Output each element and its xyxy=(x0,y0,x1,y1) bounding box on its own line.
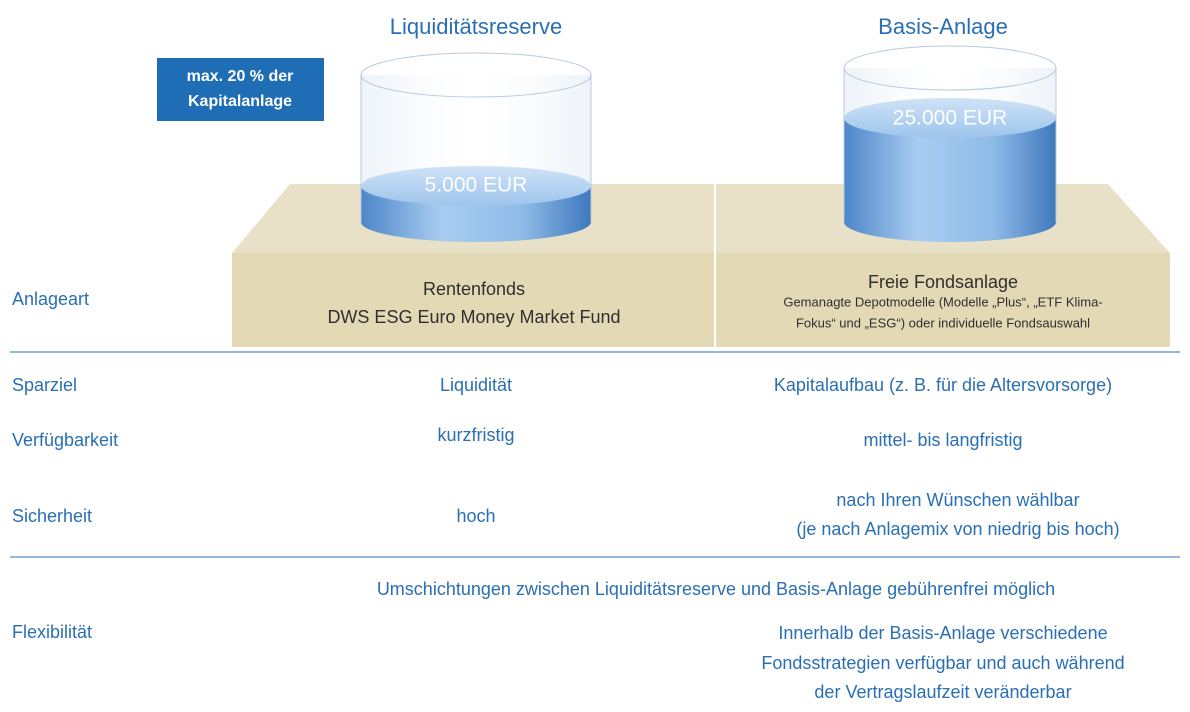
cell-text: Kapitalaufbau (z. B. für die Altersvorso… xyxy=(774,375,1112,395)
row-label: Anlageart xyxy=(12,289,89,309)
amount: 5.000 EUR xyxy=(425,174,528,197)
badge xyxy=(157,58,324,121)
cell-text: hoch xyxy=(456,506,495,526)
cell-text: Rentenfonds xyxy=(423,279,525,299)
cell-text: Umschichtungen zwischen Liquiditätsreser… xyxy=(377,579,1055,599)
column-title: Basis-Anlage xyxy=(878,14,1008,39)
cell-detail: Gemanagte Depotmodelle (Modelle „Plus“, … xyxy=(783,294,1102,309)
badge-text: max. 20 % der xyxy=(187,68,294,85)
cell-text: Liquidität xyxy=(440,375,512,395)
cell-text: nach Ihren Wünschen wählbar xyxy=(836,490,1079,510)
cylinder-right xyxy=(843,45,1057,242)
cylinder-left xyxy=(360,52,592,242)
cell-text: mittel- bis langfristig xyxy=(863,430,1022,450)
cell-detail: Fokus“ und „ESG“) oder individuelle Fond… xyxy=(796,315,1090,330)
amount: 25.000 EUR xyxy=(893,107,1007,130)
badge-text: Kapitalanlage xyxy=(188,93,292,110)
cell-title: Freie Fondsanlage xyxy=(868,272,1018,292)
row-label: Sicherheit xyxy=(12,506,92,526)
cell-text: Fondsstrategien verfügbar und auch währe… xyxy=(761,653,1124,673)
row-label: Flexibilität xyxy=(12,622,92,642)
column-title: Liquiditätsreserve xyxy=(390,14,562,39)
row-label: Sparziel xyxy=(12,375,77,395)
cell-text: der Vertragslaufzeit veränderbar xyxy=(814,682,1071,702)
cell-text: Innerhalb der Basis-Anlage verschiedene xyxy=(778,623,1107,643)
platform-front xyxy=(232,253,1170,347)
cell-text: DWS ESG Euro Money Market Fund xyxy=(327,307,620,327)
cell-text: kurzfristig xyxy=(437,425,514,445)
row-label: Verfügbarkeit xyxy=(12,430,118,450)
cell-text: (je nach Anlagemix von niedrig bis hoch) xyxy=(796,519,1119,539)
